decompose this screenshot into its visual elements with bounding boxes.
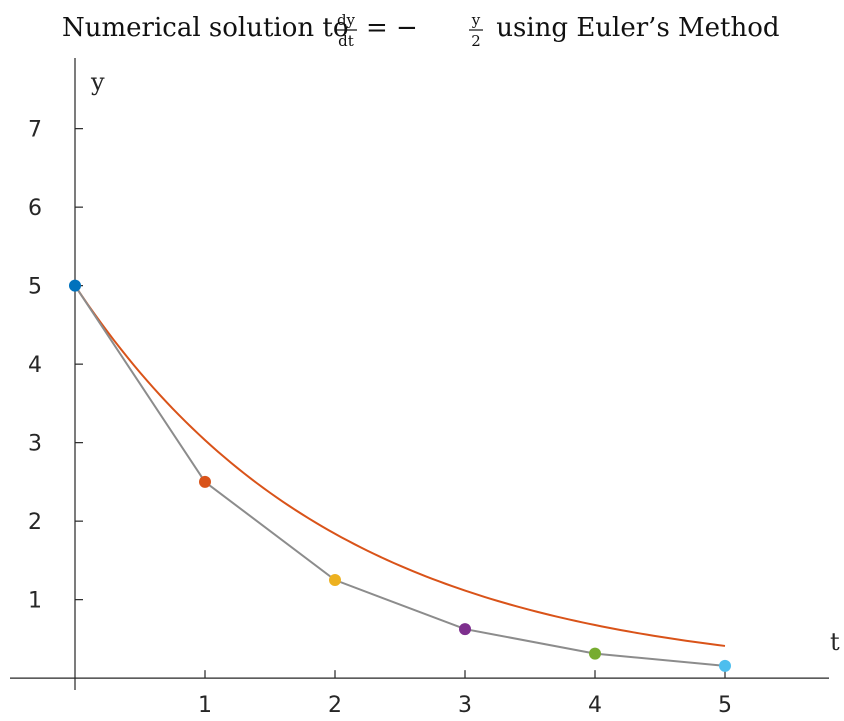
- x-ticks: 1 2 3 4 5: [198, 670, 732, 718]
- euler-point: [199, 475, 211, 488]
- x-tick-label: 2: [328, 693, 342, 718]
- x-tick-label: 4: [588, 693, 602, 718]
- title-frac1-numerator: dy: [337, 11, 356, 29]
- title-suffix: using Euler’s Method: [488, 13, 780, 43]
- title-frac2-numerator: y: [471, 11, 481, 29]
- svg-text:Numerical solution to: Numerical solution to: [62, 13, 349, 43]
- x-tick-label: 5: [718, 693, 732, 718]
- euler-point: [329, 574, 341, 587]
- y-tick-label: 4: [28, 353, 42, 378]
- y-axis-label: y: [90, 68, 105, 96]
- euler-point: [69, 279, 81, 292]
- y-tick-label: 5: [28, 275, 42, 300]
- x-axis-label: t: [830, 628, 840, 656]
- title-prefix: Numerical solution to: [62, 13, 349, 43]
- x-tick-label: 1: [198, 693, 212, 718]
- title-frac2-denominator: 2: [471, 32, 481, 50]
- y-tick-label: 1: [28, 589, 42, 614]
- euler-point: [589, 647, 601, 660]
- euler-point: [459, 623, 471, 636]
- y-tick-label: 7: [28, 118, 42, 143]
- exact-solution-curve: [74, 285, 726, 647]
- title-frac1-denominator: dt: [338, 32, 354, 50]
- euler-point: [719, 659, 731, 672]
- euler-approximation-line: [74, 285, 726, 667]
- title-equals: = −: [366, 13, 418, 43]
- y-ticks: 1 2 3 4 5 6 7: [28, 118, 83, 614]
- y-tick-label: 3: [28, 432, 42, 457]
- chart-title: Numerical solution to dy dt = − y 2 usin…: [62, 11, 780, 50]
- y-tick-label: 2: [28, 510, 42, 535]
- x-tick-label: 3: [458, 693, 472, 718]
- euler-points: [69, 279, 731, 672]
- y-tick-label: 6: [28, 196, 42, 221]
